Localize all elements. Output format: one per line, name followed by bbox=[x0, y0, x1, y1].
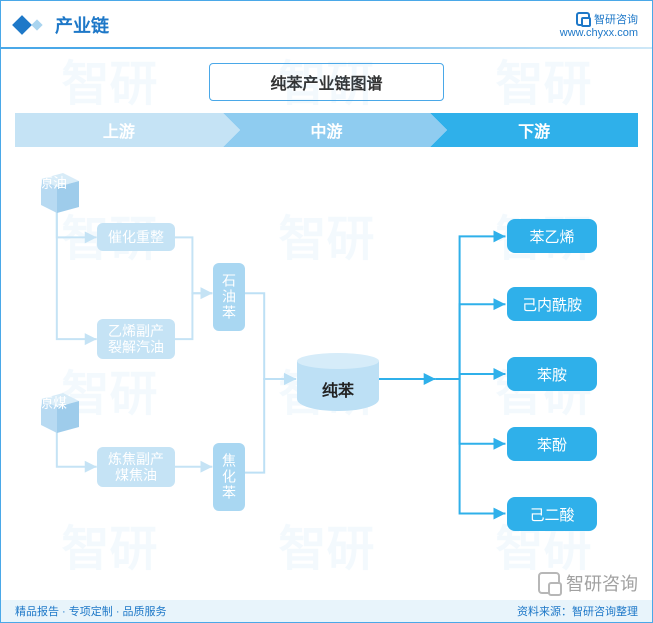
stage-upstream: 上游 bbox=[15, 113, 223, 147]
node-styrene: 苯乙烯 bbox=[507, 219, 597, 253]
header-divider bbox=[1, 47, 652, 49]
node-pure-benzene-label: 纯苯 bbox=[297, 377, 379, 401]
header: Industrial Chain 产业链 智研咨询 www.chyxx.com bbox=[1, 1, 652, 45]
brand-url: www.chyxx.com bbox=[560, 27, 638, 39]
node-crude-coal: 原煤 bbox=[33, 387, 81, 435]
stage-downstream: 下游 bbox=[430, 113, 638, 147]
corner-brand-icon bbox=[538, 572, 560, 594]
footer-left: 精品报告 · 专项定制 · 品质服务 bbox=[15, 603, 167, 619]
diamond-icon bbox=[12, 15, 32, 35]
header-right: 智研咨询 www.chyxx.com bbox=[560, 11, 638, 39]
diagram-title-wrap: 纯苯产业链图谱 bbox=[1, 63, 652, 101]
node-crude-oil-label: 原油 bbox=[39, 175, 71, 191]
brand: 智研咨询 bbox=[560, 11, 638, 27]
node-aniline: 苯胺 bbox=[507, 357, 597, 391]
page-root: 智研智研智研 智研智研智研 智研智研智研 智研智研智研 Industrial C… bbox=[0, 0, 653, 623]
footer-right: 资料来源：智研咨询整理 bbox=[517, 603, 638, 619]
node-crude-coal-label: 原煤 bbox=[39, 395, 71, 411]
node-pure-benzene: 纯苯 bbox=[297, 353, 379, 411]
node-catalytic-reforming: 催化重整 bbox=[97, 223, 175, 251]
node-petro-benzene: 石油苯 bbox=[213, 263, 245, 331]
stage-midstream: 中游 bbox=[223, 113, 431, 147]
node-phenol: 苯酚 bbox=[507, 427, 597, 461]
diagram-canvas: 原油 原煤 催化重整 乙烯副产 裂解汽油 炼焦副产 煤焦油 石油苯 焦化苯 纯苯… bbox=[1, 147, 652, 587]
corner-brand-label: 智研咨询 bbox=[566, 570, 638, 596]
header-left: Industrial Chain 产业链 bbox=[15, 12, 109, 38]
node-ethylene-byproduct: 乙烯副产 裂解汽油 bbox=[97, 319, 175, 359]
diagram-title: 纯苯产业链图谱 bbox=[209, 63, 443, 101]
corner-brand: 智研咨询 bbox=[538, 570, 638, 596]
node-adipic-acid: 己二酸 bbox=[507, 497, 597, 531]
node-crude-oil: 原油 bbox=[33, 167, 81, 215]
node-coking-byproduct: 炼焦副产 煤焦油 bbox=[97, 447, 175, 487]
node-caprolactam: 己内酰胺 bbox=[507, 287, 597, 321]
brand-name: 智研咨询 bbox=[594, 11, 638, 27]
node-coking-benzene: 焦化苯 bbox=[213, 443, 245, 511]
diamond-small-icon bbox=[31, 19, 42, 30]
brand-logo-icon bbox=[576, 12, 590, 26]
header-title: 产业链 bbox=[55, 12, 109, 38]
footer: 精品报告 · 专项定制 · 品质服务 资料来源：智研咨询整理 bbox=[1, 600, 652, 622]
stage-arrow-row: 上游 中游 下游 bbox=[1, 113, 652, 147]
